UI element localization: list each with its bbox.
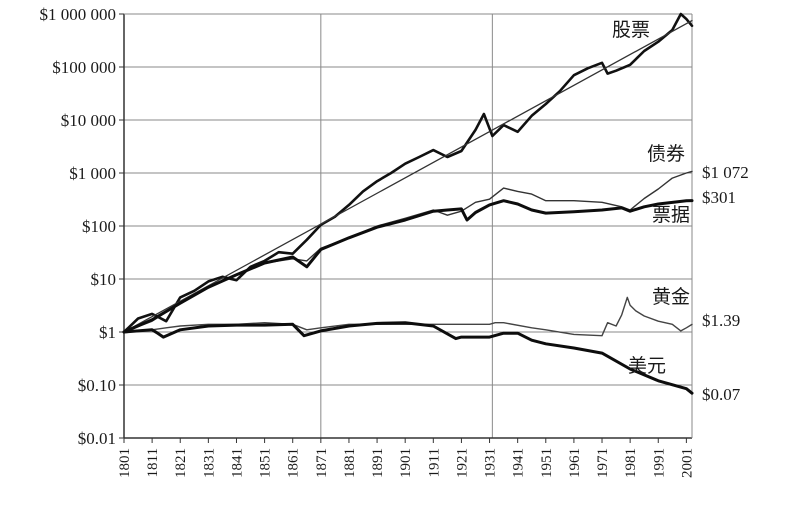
y-tick-label: $1 000 000 xyxy=(40,5,117,24)
y-tick-label: $1 xyxy=(99,323,116,342)
x-tick-label: 1891 xyxy=(370,448,386,478)
x-tick-label: 1801 xyxy=(117,448,133,478)
x-tick-label: 1911 xyxy=(426,448,442,477)
series-line-3 xyxy=(122,199,694,334)
x-tick-label: 1811 xyxy=(145,448,161,477)
x-tick-label: 1941 xyxy=(511,448,527,478)
series-name-label: 黄金 xyxy=(652,286,690,308)
x-tick-label: 1881 xyxy=(342,448,358,478)
x-tick-label: 1981 xyxy=(623,448,639,478)
x-tick-label: 1861 xyxy=(286,448,302,478)
x-tick-label: 2001 xyxy=(679,448,695,478)
series-line-5 xyxy=(122,321,694,395)
y-tick-label: $0.10 xyxy=(78,376,116,395)
series-line-1 xyxy=(123,19,693,333)
x-tick-label: 1851 xyxy=(258,448,274,478)
series-end-value-label: $1.39 xyxy=(702,311,740,330)
y-tick-label: $10 000 xyxy=(61,111,116,130)
series-end-value-label: $1 072 xyxy=(702,163,749,182)
series-end-value-label: $301 xyxy=(702,188,736,207)
x-tick-label: 1901 xyxy=(398,448,414,478)
series-end-value-label: $0.07 xyxy=(702,385,741,404)
y-tick-label: $1 000 xyxy=(69,164,116,183)
x-tick-label: 1871 xyxy=(314,448,330,478)
x-tick-label: 1821 xyxy=(173,448,189,478)
y-tick-label: $0.01 xyxy=(78,429,116,448)
x-tick-label: 1971 xyxy=(595,448,611,478)
x-tick-label: 1831 xyxy=(201,448,217,478)
y-tick-label: $100 xyxy=(82,217,116,236)
x-tick-label: 1921 xyxy=(454,448,470,478)
series-name-label: 债券 xyxy=(647,143,685,165)
x-tick-label: 1841 xyxy=(229,448,245,478)
x-tick-label: 1951 xyxy=(539,448,555,478)
series-name-label: 股票 xyxy=(612,20,650,41)
x-tick-label: 1961 xyxy=(567,448,583,478)
y-tick-label: $10 xyxy=(91,270,117,289)
series-name-label: 票据 xyxy=(652,204,690,226)
y-tick-label: $100 000 xyxy=(52,58,116,77)
series-name-label: 美元 xyxy=(628,355,666,377)
x-tick-label: 1931 xyxy=(483,448,499,478)
x-tick-label: 1991 xyxy=(651,448,667,478)
